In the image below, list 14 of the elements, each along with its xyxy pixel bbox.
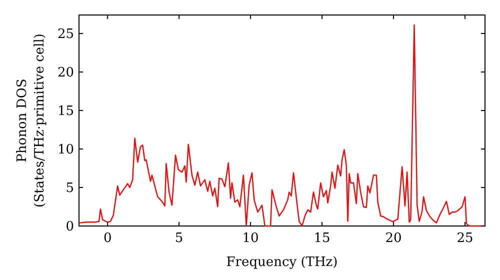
y-tick-label: 10 [57, 142, 74, 158]
x-tick-label: 25 [456, 231, 474, 246]
x-tick-label: 5 [174, 231, 184, 246]
x-tick-label: 20 [385, 231, 402, 246]
y-tick-label: 15 [57, 104, 74, 120]
y-tick-label: 0 [66, 220, 74, 235]
y-tick-label: 5 [66, 181, 74, 196]
x-tick-label: 15 [314, 231, 330, 246]
y-axis-title: Phonon DOS (States/THz·primitive cell) [15, 33, 48, 208]
y-tick-label: 20 [57, 66, 74, 81]
x-axis-title: Frequency (THz) [226, 255, 338, 270]
x-tick-label: 0 [103, 231, 112, 246]
y-tick-label: 25 [57, 27, 74, 42]
x-tick-label: 10 [242, 231, 259, 246]
